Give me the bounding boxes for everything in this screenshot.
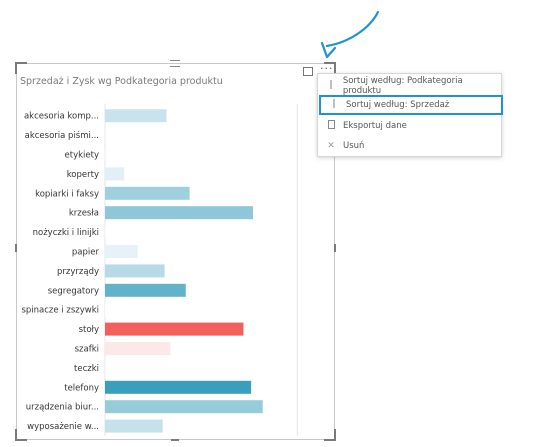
category-label: papier — [72, 248, 100, 258]
bar[interactable] — [105, 400, 263, 414]
category-label: nożyczki i linijki — [33, 228, 99, 238]
resize-handle-left[interactable] — [15, 244, 17, 252]
bar[interactable] — [105, 128, 106, 142]
menu-item-label: Sortuj według: Sprzedaż — [346, 100, 450, 110]
category-label: przyrządy — [57, 267, 99, 277]
category-label: krzesła — [69, 209, 99, 219]
chart-visual[interactable]: ··· Sprzedaż i Zysk wg Podkategoria prod… — [15, 60, 336, 441]
bar[interactable] — [105, 264, 165, 278]
menu-item-remove[interactable]: ✕ Usuń — [318, 136, 501, 156]
more-options-icon[interactable]: ··· — [320, 62, 334, 75]
category-label: akcesoria piśmi... — [25, 130, 99, 141]
drag-grip-icon[interactable] — [170, 60, 180, 67]
bar[interactable] — [105, 283, 186, 297]
sort-icon — [329, 99, 339, 111]
category-label: etykiety — [65, 151, 99, 161]
bar[interactable] — [105, 361, 107, 375]
category-label: segregatory — [48, 286, 99, 296]
bar-chart: 0 mln5 mlnakcesoria komp...akcesoria piś… — [21, 104, 298, 436]
menu-item-sort-by-category[interactable]: Sortuj według: Podkategoria produktu — [318, 76, 501, 96]
menu-item-label: Eksportuj dane — [343, 121, 407, 131]
resize-handle-top-right[interactable] — [324, 62, 336, 74]
menu-item-label: Sortuj według: Podkategoria produktu — [342, 76, 463, 96]
category-label: akcesoria komp... — [24, 112, 99, 122]
category-label: telefony — [64, 383, 99, 393]
resize-handle-top-left[interactable] — [15, 62, 27, 74]
bar[interactable] — [105, 109, 167, 123]
category-label: spinacze i zszywki — [21, 306, 99, 316]
bar[interactable] — [105, 186, 190, 200]
menu-item-export-data[interactable]: Eksportuj dane — [318, 116, 501, 136]
bar[interactable] — [105, 245, 138, 258]
bar[interactable] — [105, 167, 125, 181]
menu-item-label: Usuń — [343, 141, 365, 151]
close-icon: ✕ — [327, 141, 335, 151]
category-label: teczki — [74, 364, 99, 374]
category-label: kopiarki i faksy — [35, 189, 99, 199]
bar[interactable] — [105, 206, 254, 220]
category-label: urządzenia biur... — [26, 403, 99, 413]
category-label: szafki — [75, 345, 99, 355]
chart-title: Sprzedaż i Zysk wg Podkategoria produktu — [20, 76, 223, 87]
bar[interactable] — [105, 342, 171, 355]
category-label: koperty — [67, 170, 99, 180]
category-label: wyposażenie w... — [27, 422, 99, 432]
visual-options-menu: Sortuj według: Podkategoria produktu Sor… — [317, 73, 503, 157]
bar[interactable] — [105, 225, 106, 239]
resize-handle-bottom-right[interactable] — [324, 429, 336, 441]
export-icon — [326, 120, 336, 132]
bar[interactable] — [105, 148, 107, 161]
bar[interactable] — [105, 419, 163, 433]
resize-handle-bottom[interactable] — [171, 439, 179, 441]
focus-mode-icon[interactable] — [303, 67, 313, 76]
sort-icon — [326, 80, 336, 92]
bar[interactable] — [105, 322, 244, 336]
bar[interactable] — [105, 380, 252, 394]
resize-handle-bottom-left[interactable] — [15, 429, 27, 441]
menu-item-sort-by-sales[interactable]: Sortuj według: Sprzedaż — [319, 95, 503, 115]
resize-handle-right[interactable] — [334, 244, 336, 252]
category-label: stoły — [79, 325, 99, 335]
bar[interactable] — [105, 303, 106, 317]
